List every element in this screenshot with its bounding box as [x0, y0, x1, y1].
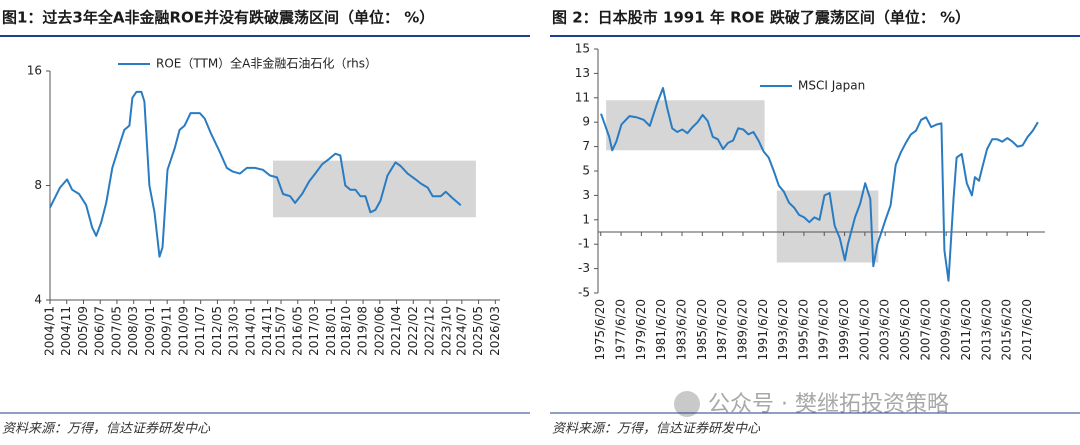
x-tick-label: 2005/6/20	[898, 299, 912, 361]
x-tick-label: 2009/6/20	[939, 299, 953, 361]
x-tick-label: 1997/6/20	[817, 299, 831, 361]
x-tick-label: 2018/01	[324, 306, 338, 356]
x-tick-label: 2014/11	[260, 306, 274, 356]
y-tick-label: 4	[34, 293, 42, 307]
x-tick-label: 2007/6/20	[918, 299, 932, 361]
x-tick-label: 2022/02	[406, 306, 420, 356]
y-tick-label: 13	[575, 66, 590, 80]
x-tick-label: 1995/6/20	[796, 299, 810, 361]
series-line	[600, 87, 1039, 282]
x-tick-label: 2018/10	[339, 306, 353, 356]
x-tick-label: 2013/6/20	[979, 299, 993, 361]
y-tick-label: 16	[27, 64, 42, 78]
x-tick-label: 1977/6/20	[614, 299, 628, 361]
x-tick-label: 2015/6/20	[1000, 299, 1014, 361]
x-tick-label: 1993/6/20	[776, 299, 790, 361]
x-tick-label: 2013/03	[227, 306, 241, 356]
x-tick-label: 2011/07	[193, 306, 207, 356]
x-tick-label: 2008/03	[126, 306, 140, 356]
x-tick-label: 2023/10	[439, 306, 453, 356]
x-tick-label: 2014/01	[243, 306, 257, 356]
x-tick-label: 1991/6/20	[756, 299, 770, 361]
x-tick-label: 1987/6/20	[715, 299, 729, 361]
x-tick-label: 1989/6/20	[735, 299, 749, 361]
x-tick-label: 1983/6/20	[675, 299, 689, 361]
x-tick-label: 2016/05	[290, 306, 304, 356]
panel-title: 图 2：日本股市 1991 年 ROE 跌破了震荡区间（单位： %）	[552, 9, 970, 27]
x-tick-label: 2011/6/20	[959, 299, 973, 361]
x-tick-label: 2017/03	[307, 306, 321, 356]
x-tick-label: 2009/01	[143, 306, 157, 356]
highlight-box	[606, 100, 765, 151]
x-tick-label: 2009/11	[160, 306, 174, 356]
x-tick-label: 1999/6/20	[837, 299, 851, 361]
x-tick-label: 2010/09	[176, 306, 190, 356]
y-tick-label: -1	[578, 237, 590, 251]
x-tick-label: 2012/05	[210, 306, 224, 356]
source: 资料来源：万得，信达证券研发中心	[2, 422, 211, 437]
legend-label: ROE（TTM）全A非金融石油石化（rhs）	[156, 56, 377, 71]
x-tick-label: 2020/06	[372, 306, 386, 356]
x-tick-label: 2019/08	[356, 306, 370, 356]
x-tick-label: 2026/03	[488, 306, 502, 356]
series-line	[49, 90, 462, 258]
y-tick-label: 7	[582, 139, 590, 153]
panel-title: 图1：过去3年全A非金融ROE并没有跌破震荡区间（单位： %）	[2, 9, 434, 27]
x-tick-label: 2025/05	[471, 306, 485, 356]
x-tick-label: 2006/07	[93, 306, 107, 356]
y-tick-label: 15	[575, 42, 590, 56]
x-tick-label: 2004/01	[43, 306, 57, 356]
x-tick-label: 2005/09	[76, 306, 90, 356]
source: 资料来源：万得，信达证券研发中心	[552, 422, 761, 437]
y-tick-label: 5	[582, 164, 590, 178]
y-tick-label: 9	[582, 115, 590, 129]
y-tick-label: -5	[578, 286, 590, 300]
highlight-box	[776, 190, 879, 263]
x-tick-label: 2022/12	[423, 306, 437, 356]
watermark-icon	[674, 391, 700, 417]
x-tick-label: 1981/6/20	[654, 299, 668, 361]
y-tick-label: 3	[582, 188, 590, 202]
x-tick-label: 2015/07	[274, 306, 288, 356]
x-tick-label: 2003/6/20	[878, 299, 892, 361]
y-tick-label: -3	[578, 261, 590, 275]
x-tick-label: 2024/07	[454, 306, 468, 356]
x-tick-label: 2017/6/20	[1020, 299, 1034, 361]
x-tick-label: 2007/05	[109, 306, 123, 356]
y-tick-label: 11	[575, 90, 590, 104]
highlight-box	[272, 160, 476, 218]
x-tick-label: 2001/6/20	[857, 299, 871, 361]
y-tick-label: 1	[582, 212, 590, 226]
x-tick-label: 1985/6/20	[695, 299, 709, 361]
x-tick-label: 2004/11	[59, 306, 73, 356]
x-tick-label: 1979/6/20	[634, 299, 648, 361]
legend-label: MSCI Japan	[798, 79, 865, 93]
x-tick-label: 1975/6/20	[593, 299, 607, 361]
y-tick-label: 8	[34, 178, 42, 192]
x-tick-label: 2021/04	[389, 306, 403, 356]
